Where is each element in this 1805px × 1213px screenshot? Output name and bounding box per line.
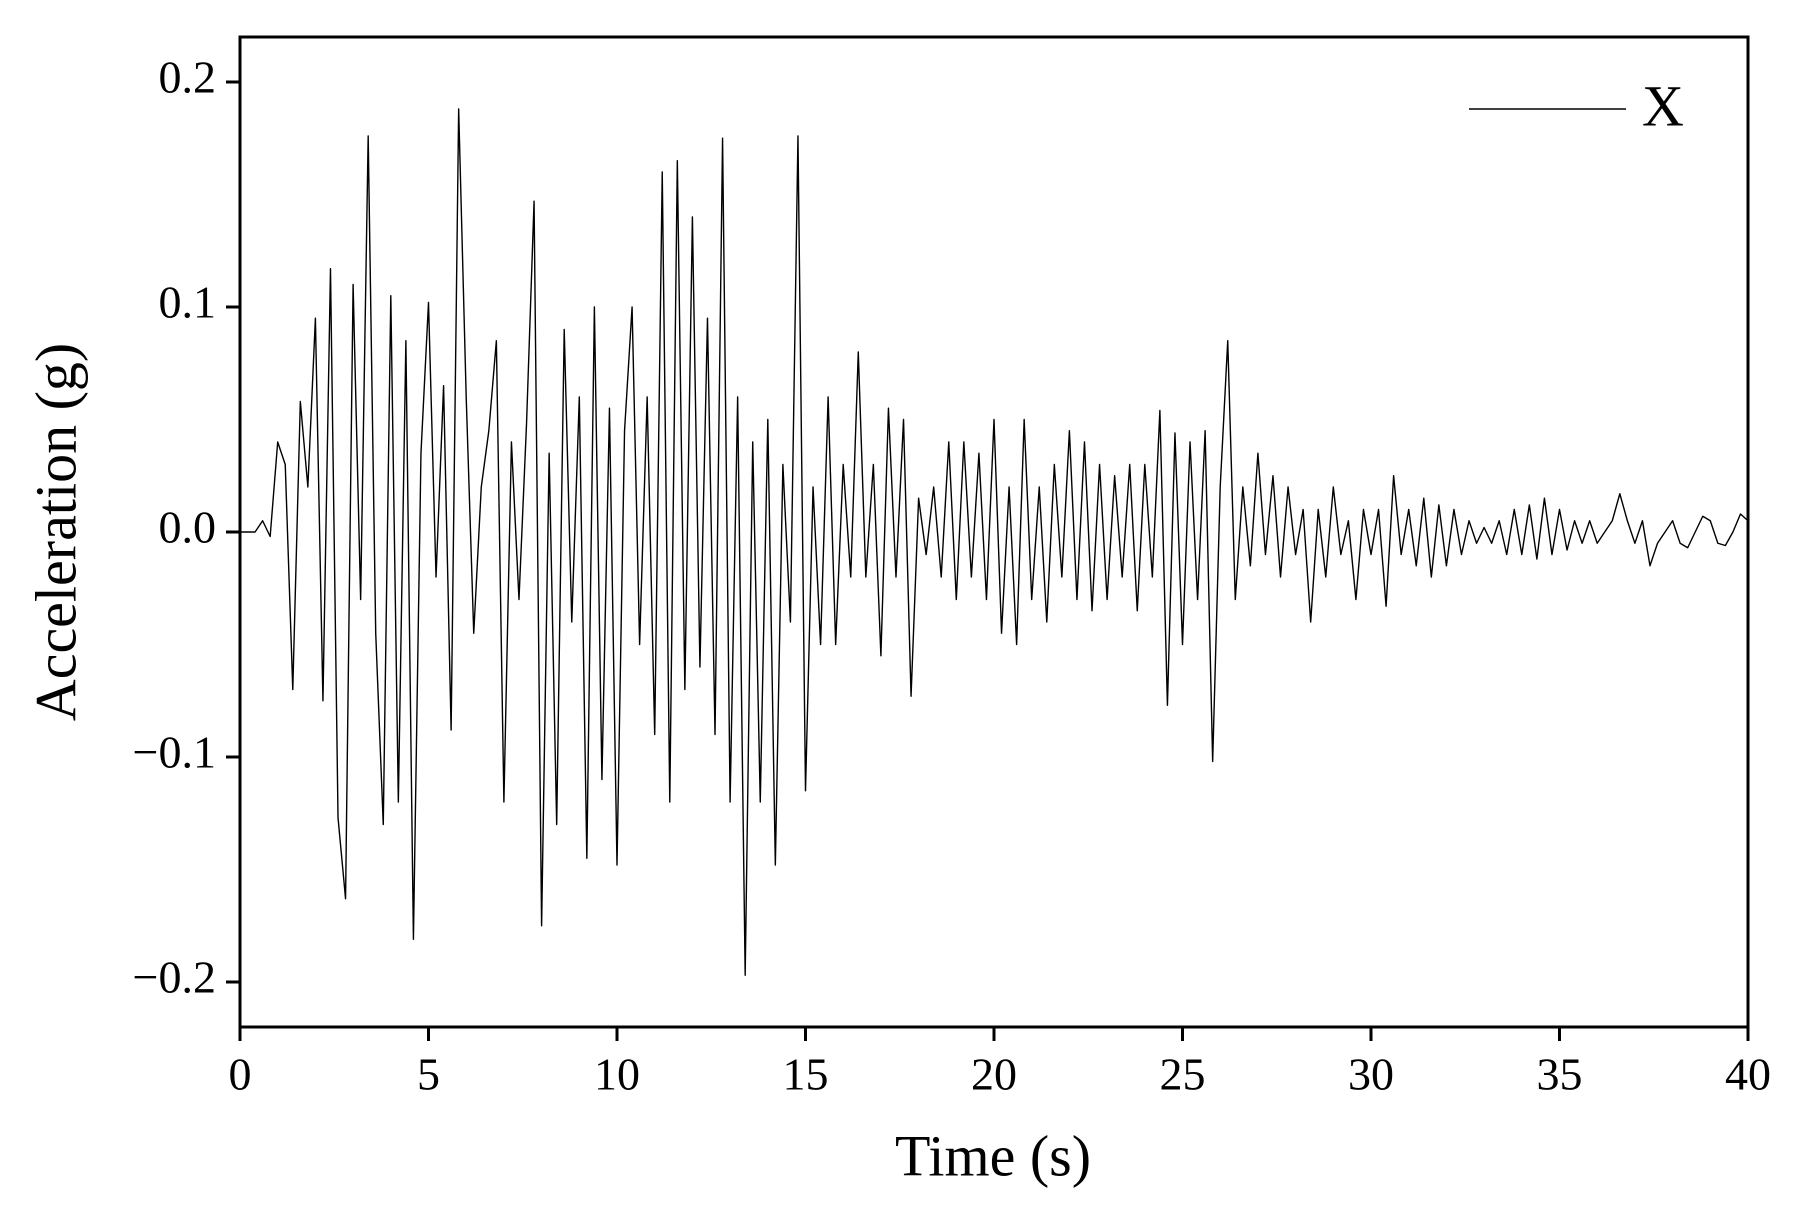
x-tick-label: 35 — [1537, 1049, 1583, 1100]
y-tick-label: −0.1 — [133, 727, 216, 778]
x-tick-label: 30 — [1348, 1049, 1394, 1100]
legend-label: X — [1642, 73, 1684, 138]
plot-frame — [238, 35, 1750, 1029]
x-tick-label: 25 — [1160, 1049, 1206, 1100]
x-axis-label: Time (s) — [895, 1123, 1091, 1188]
x-tick-label: 20 — [971, 1049, 1017, 1100]
x-tick-label: 0 — [229, 1049, 252, 1100]
x-tick-label: 40 — [1725, 1049, 1771, 1100]
x-tick-label: 10 — [594, 1049, 640, 1100]
y-tick-label: −0.2 — [133, 952, 216, 1003]
y-axis-label: Acceleration (g) — [23, 343, 88, 721]
x-tick-label: 5 — [417, 1049, 440, 1100]
y-tick-label: 0.2 — [159, 52, 217, 103]
x-tick-label: 15 — [783, 1049, 829, 1100]
data-line — [240, 108, 1749, 976]
y-tick-label: 0.1 — [159, 277, 217, 328]
y-tick-label: 0.0 — [159, 502, 217, 553]
